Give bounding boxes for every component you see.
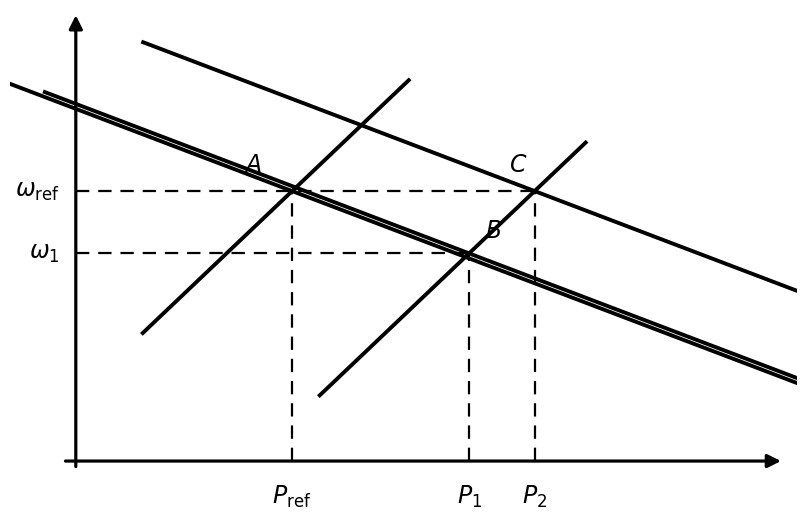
Text: $\omega_{\rm ref}$: $\omega_{\rm ref}$ (14, 179, 59, 203)
Text: $A$: $A$ (244, 152, 262, 177)
Text: $B$: $B$ (485, 219, 502, 243)
Text: $P_2$: $P_2$ (522, 484, 547, 510)
Text: $C$: $C$ (509, 152, 528, 177)
Text: $\omega_1$: $\omega_1$ (29, 241, 59, 265)
Text: $P_1$: $P_1$ (457, 484, 481, 510)
Text: $P_{\rm ref}$: $P_{\rm ref}$ (272, 484, 312, 510)
